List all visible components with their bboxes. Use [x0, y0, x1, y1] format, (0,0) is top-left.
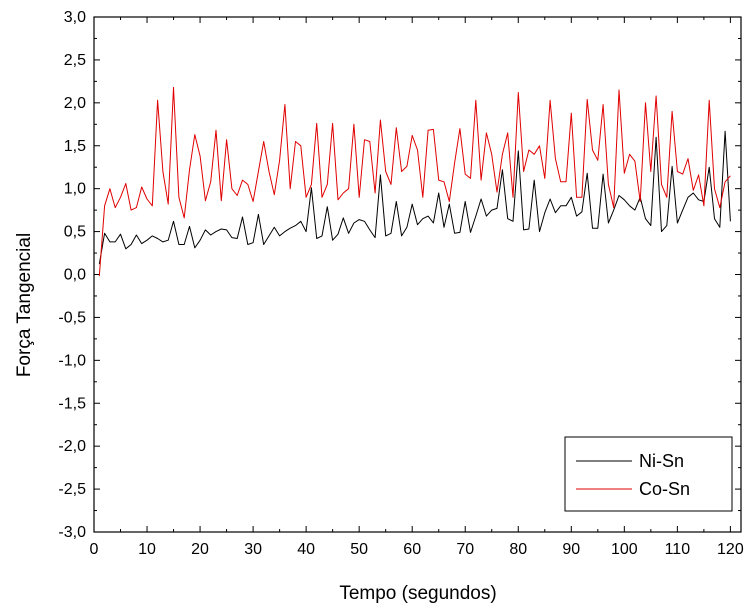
y-tick-label: -2,5 — [58, 481, 86, 498]
x-tick-label: 120 — [717, 541, 744, 558]
legend-label-co-sn: Co-Sn — [639, 479, 690, 499]
legend: Ni-Sn Co-Sn — [564, 436, 733, 512]
y-tick-label: 3,0 — [64, 9, 86, 26]
legend-box — [564, 436, 733, 512]
y-tick-label: 1,0 — [64, 181, 86, 198]
x-axis: 0 10 20 30 40 50 60 70 80 90 100 110 120 — [90, 17, 744, 558]
x-tick-label: 80 — [509, 541, 527, 558]
y-tick-label: 0,0 — [64, 267, 86, 284]
x-tick-label: 110 — [665, 541, 691, 558]
x-tick-label: 40 — [297, 541, 315, 558]
x-tick-label: 0 — [90, 541, 99, 558]
y-tick-label: 2,5 — [64, 52, 86, 69]
y-tick-label: -1,0 — [58, 352, 86, 369]
y-tick-label: -1,5 — [58, 395, 86, 412]
x-tick-label: 50 — [350, 541, 368, 558]
x-tick-label: 100 — [611, 541, 638, 558]
legend-label-ni-sn: Ni-Sn — [639, 451, 684, 471]
y-axis: 3,0 2,5 2,0 1,5 1,0 0,5 0,0 -0,5 -1,0 -1,5 -2,0 -2,… — [58, 9, 741, 541]
y-tick-label: -3,0 — [58, 524, 86, 541]
series-group — [98, 86, 731, 277]
x-tick-label: 70 — [456, 541, 474, 558]
x-axis-title: Tempo (segundos) — [339, 583, 496, 604]
x-tick-label: 60 — [403, 541, 421, 558]
y-tick-label: 1,5 — [64, 138, 86, 155]
x-tick-label: 90 — [562, 541, 580, 558]
series-line-co-sn — [98, 86, 731, 277]
y-tick-label: -0,5 — [58, 309, 86, 326]
series-line-ni-sn — [98, 130, 731, 265]
x-tick-label: 20 — [191, 541, 209, 558]
x-tick-label: 10 — [138, 541, 156, 558]
x-tick-label: 30 — [244, 541, 262, 558]
y-tick-label: 0,5 — [64, 224, 86, 241]
y-axis-title: Força Tangencial — [14, 233, 35, 377]
y-tick-label: 2,0 — [64, 95, 86, 112]
y-tick-label: -2,0 — [58, 438, 86, 455]
